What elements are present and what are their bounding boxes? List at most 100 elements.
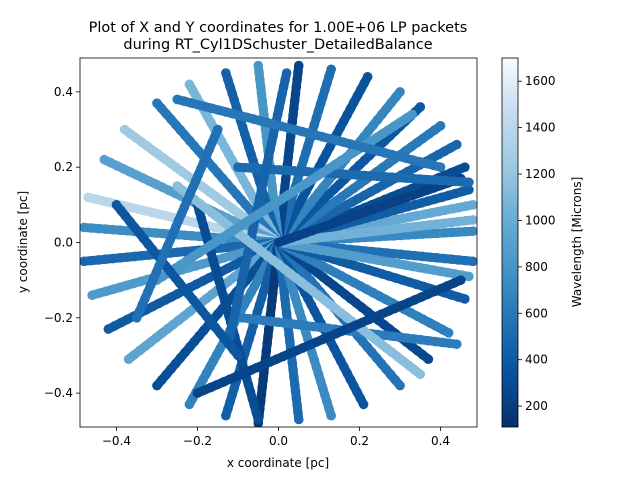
packet-point (287, 358, 298, 368)
packet-point (281, 308, 292, 319)
packet-point (233, 350, 243, 361)
packet-point (87, 290, 97, 301)
packet-point (415, 369, 426, 380)
packet-point (424, 228, 435, 239)
packet-point (323, 323, 333, 334)
packet-point (439, 218, 449, 229)
packet-point (136, 250, 147, 261)
packet-point (115, 225, 125, 236)
packet-point (439, 228, 449, 238)
packet-point (83, 192, 93, 203)
packet-point (358, 399, 369, 410)
packet-point (293, 407, 303, 418)
packet-point (367, 226, 377, 237)
packet-point (417, 229, 428, 239)
packet-point (457, 176, 467, 187)
packet-point (432, 228, 442, 239)
packet-point (468, 200, 477, 210)
y-axis-label: y coordinate [pc] (16, 191, 30, 293)
packet-point (251, 314, 262, 325)
packet-point (394, 172, 404, 183)
packet-point (453, 227, 464, 237)
packet-point (450, 176, 460, 187)
packet-point (430, 336, 441, 347)
packet-point (288, 365, 298, 375)
packet-point (291, 393, 302, 404)
packet-point (417, 251, 428, 262)
packet-point (129, 251, 140, 262)
packet-point (280, 318, 290, 328)
packet-point (407, 109, 417, 120)
packet-point (244, 313, 254, 324)
packet-point (93, 255, 104, 265)
packet-point (280, 181, 290, 191)
packet-point (280, 173, 291, 184)
packet-point (359, 170, 369, 181)
packet-point (255, 74, 265, 85)
packet-point (108, 224, 118, 235)
packet-point (273, 317, 283, 327)
packet-point (308, 321, 319, 332)
packet-point (253, 414, 264, 425)
colorbar-tick-label: 200 (525, 399, 548, 413)
packet-track (225, 68, 292, 342)
packet-point (296, 166, 306, 177)
packet-point (289, 103, 299, 113)
packet-point (279, 287, 289, 297)
y-tick-label: −0.2 (44, 311, 73, 325)
packet-point (396, 249, 406, 260)
packet-point (435, 162, 446, 172)
packet-point (464, 271, 474, 282)
y-tick-label: 0.4 (54, 85, 73, 99)
packet-point (278, 280, 289, 290)
packet-point (285, 138, 295, 149)
packet-point (403, 230, 413, 240)
packet-point (152, 98, 162, 108)
packet-point (285, 336, 295, 347)
packet-point (460, 215, 471, 226)
packet-point (263, 324, 274, 335)
packet-point (256, 389, 267, 400)
packet-point (446, 227, 457, 238)
packet-point (184, 79, 195, 90)
packet-point (366, 171, 376, 181)
packet-point (331, 168, 341, 179)
packet-track (172, 94, 446, 172)
packet-point (415, 174, 425, 184)
packet-point (444, 338, 455, 349)
packet-point (292, 400, 302, 411)
packet-point (184, 399, 195, 410)
x-tick-label: −0.4 (102, 434, 131, 448)
packet-point (265, 316, 276, 327)
packet-point (103, 324, 114, 334)
packet-point (326, 64, 336, 75)
packet-point (86, 255, 97, 266)
packet-track (192, 275, 466, 398)
packet-point (293, 414, 304, 425)
packet-point (267, 181, 277, 191)
packet-point (293, 67, 303, 78)
packet-point (282, 165, 292, 176)
packet-point (423, 354, 434, 365)
packet-point (316, 232, 327, 243)
packet-point (289, 96, 300, 106)
packet-point (324, 231, 334, 242)
packet-point (395, 87, 405, 97)
x-axis-label: x coordinate [pc] (227, 456, 329, 470)
packet-point (403, 250, 413, 260)
packet-point (123, 354, 134, 365)
packet-point (464, 177, 474, 188)
packet-point (460, 162, 470, 172)
packet-point (360, 227, 370, 238)
packet-point (80, 222, 89, 233)
packet-point (267, 295, 277, 306)
packet-point (115, 253, 125, 263)
packet-point (394, 332, 405, 342)
packet-point (468, 256, 477, 267)
packet-point (374, 247, 385, 258)
packet-point (338, 169, 348, 179)
packet-point (247, 163, 257, 173)
x-tick-label: 0.4 (431, 434, 450, 448)
packet-point (352, 170, 362, 180)
